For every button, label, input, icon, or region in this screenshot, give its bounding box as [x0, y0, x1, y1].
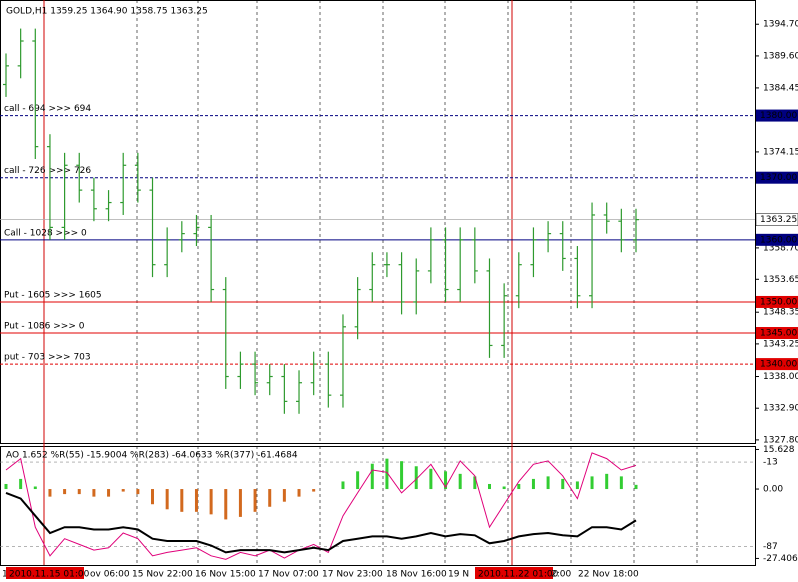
time-label: 16 Nov 15:00 [195, 570, 256, 580]
level-price-label: 1360.00 [760, 235, 797, 245]
y-tick-label: 1327.80 [763, 435, 798, 445]
level-text: Put - 1086 >>> 0 [4, 322, 85, 332]
y-tick-label: 1338.00 [763, 372, 798, 382]
level-price-box [756, 358, 798, 371]
level-text: put - 703 >>> 703 [4, 353, 91, 363]
time-label: 18 Nov 16:00 [386, 570, 447, 580]
indicator-header: AO 1.652 %R(55) -15.9004 %R(283) -64.063… [6, 451, 298, 461]
y-tick-label: 1358.70 [763, 243, 798, 253]
level-text: Put - 1605 >>> 1605 [4, 290, 102, 300]
y-tick-label: 1374.15 [763, 147, 798, 157]
chart-header: GOLD,H1 1359.25 1364.90 1358.75 1363.25 [6, 7, 208, 17]
y-tick-label: 1348.35 [763, 308, 798, 318]
time-label: ov 06:00 [90, 570, 130, 580]
wpr-line [5, 491, 637, 554]
indicator-y2-label: -13 [763, 458, 778, 468]
grid [43, 0, 698, 565]
time-label: 2010.11.15 01:00 [9, 570, 90, 580]
level-price-label: 1350.00 [760, 297, 797, 307]
time-marker-box [6, 567, 84, 579]
indicator-tick-label: 0.00 [763, 485, 783, 495]
time-label: 15 Nov 22:00 [132, 570, 193, 580]
level-text: call - 694 >>> 694 [4, 104, 91, 114]
time-label: 1 [2, 570, 8, 580]
main-frame [0, 0, 756, 444]
y-tick-label: 1332.90 [763, 404, 798, 414]
time-label: 19 N [448, 570, 469, 580]
level-price-label: 1380.00 [760, 111, 797, 121]
y-tick-label: 1353.65 [763, 275, 798, 285]
level-price-box [756, 295, 798, 308]
y-tick-label: 1389.60 [763, 51, 798, 61]
level-text: Call - 1028 >>> 0 [4, 228, 87, 238]
time-label: 22 Nov 18:00 [578, 570, 639, 580]
time-label: 2010.11.22 01:00 [478, 570, 559, 580]
level-text: call - 726 >>> 726 [4, 166, 91, 176]
level-price-box [756, 171, 798, 184]
time-label: 17 Nov 07:00 [258, 570, 319, 580]
level-price-box [756, 109, 798, 122]
level-price-box [756, 327, 798, 340]
level-price-label: 1340.00 [760, 360, 797, 370]
level-price-box [756, 233, 798, 246]
indicator-tick-label: 15.628 [763, 445, 795, 455]
time-label: 17 Nov 23:00 [322, 570, 383, 580]
level-price-label: 1370.00 [760, 173, 797, 183]
y-tick-label: 1384.45 [763, 83, 798, 93]
current-price-box [755, 213, 798, 226]
y-tick-label: 1343.25 [763, 339, 798, 349]
indicator-y2-label: -87 [763, 542, 778, 552]
indicator-tick-label: -27.406 [763, 554, 798, 564]
y-tick-label: 1394.70 [763, 20, 798, 30]
time-label: 2:00 [551, 570, 571, 580]
indicator-frame [0, 446, 756, 566]
time-marker-box [475, 567, 553, 579]
current-price-label: 1363.25 [760, 215, 797, 225]
level-price-label: 1345.00 [760, 329, 797, 339]
